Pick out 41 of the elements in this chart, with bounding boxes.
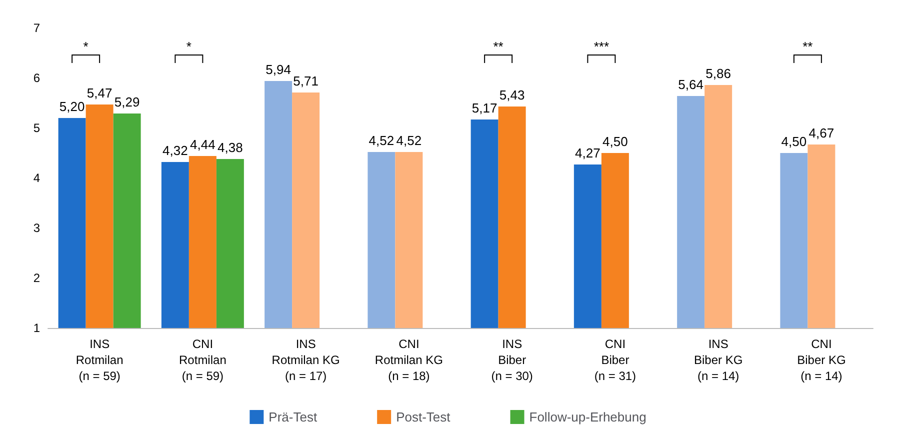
- data-label: 5,43: [499, 88, 525, 102]
- data-label: 4,44: [190, 137, 216, 152]
- x-tick-label: INS Rotmilan (n = 59): [76, 337, 124, 383]
- x-tick-label: INS Rotmilan KG (n = 17): [272, 337, 340, 383]
- data-label: 5,29: [114, 94, 140, 110]
- y-tick-label: 5: [33, 121, 40, 135]
- annotation: **: [493, 39, 504, 54]
- data-label: 5,20: [59, 99, 85, 114]
- data-label: 4,67: [808, 126, 834, 140]
- annotation: **: [802, 39, 813, 54]
- data-label: 4,50: [781, 134, 807, 149]
- data-label: 5,17: [472, 100, 498, 116]
- y-tick-label: 2: [33, 271, 40, 285]
- data-label: 5,86: [706, 66, 731, 81]
- x-tick-label: INS Biber KG (n = 14): [694, 337, 743, 383]
- annotation: *: [186, 39, 192, 54]
- data-label: 5,71: [293, 74, 318, 88]
- y-tick-label: 1: [33, 321, 40, 335]
- data-label: 4,50: [602, 134, 628, 149]
- x-tick-label: CNI Rotmilan (n = 59): [179, 337, 226, 383]
- legend-label: Prä-Test: [268, 410, 318, 424]
- x-tick-label: CNI Biber KG (n = 14): [797, 337, 846, 383]
- x-tick-label: INS Biber (n = 30): [491, 337, 533, 383]
- data-label: 4,52: [368, 133, 394, 148]
- data-label: 5,94: [266, 62, 291, 77]
- x-tick-label: CNI Rotmilan KG (n = 18): [374, 337, 443, 383]
- data-label: 4,52: [396, 133, 422, 148]
- data-label: 4,32: [162, 143, 188, 158]
- annotation: *: [83, 39, 88, 54]
- data-label: 5,64: [678, 77, 704, 92]
- legend-label: Post-Test: [396, 410, 451, 424]
- data-label: 4,38: [218, 140, 243, 155]
- y-tick-label: 7: [33, 21, 40, 35]
- legend-label: Follow-up-Erhebung: [529, 410, 646, 424]
- data-label: 5,47: [86, 86, 112, 100]
- x-tick-label: CNI Biber (n = 31): [594, 337, 636, 383]
- data-label: 4,27: [575, 146, 600, 160]
- y-tick-label: 3: [33, 221, 40, 235]
- y-tick-label: 4: [33, 171, 40, 185]
- y-tick-label: 6: [33, 71, 40, 85]
- annotation: ***: [594, 39, 610, 54]
